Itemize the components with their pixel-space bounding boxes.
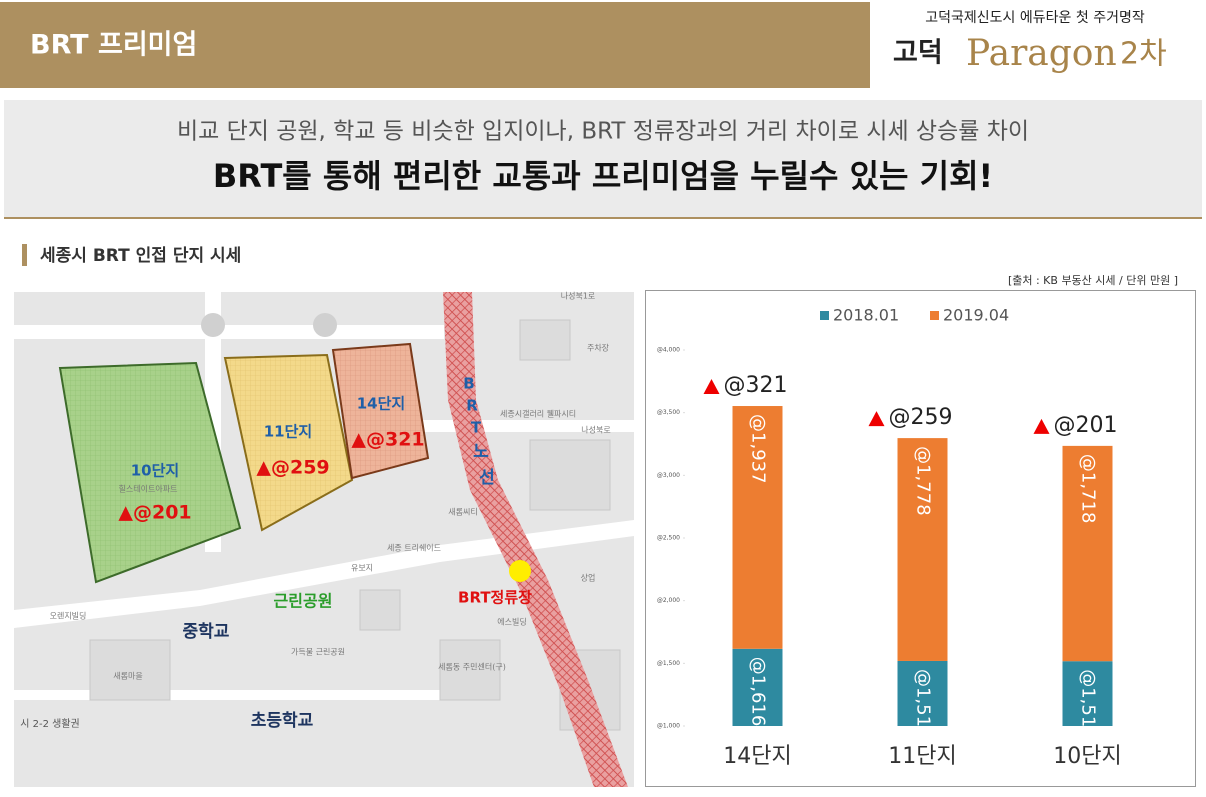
y-tick-label: @1,000: [657, 723, 680, 730]
map-label: ▲@259: [256, 457, 329, 479]
complex-10: [58, 361, 242, 584]
section-title: 세종시 BRT 인접 단지 시세: [40, 246, 241, 266]
section-marker: [22, 244, 27, 266]
up-triangle: [703, 379, 720, 395]
headline-band: [4, 100, 1202, 218]
map-label: 유보지: [351, 564, 373, 573]
logo-tagline: 고덕국제신도시 에듀타운 첫 주거명작: [925, 10, 1145, 26]
block: [529, 439, 611, 511]
y-tick-label: @3,000: [657, 472, 680, 479]
logo-name: 고덕: [893, 38, 943, 69]
annotation: @259: [889, 405, 953, 430]
map-label: 11단지: [264, 423, 312, 441]
map-label: ▲@201: [118, 502, 191, 524]
value-label: @1,778: [913, 446, 934, 516]
map-label: 가득물 근린공원: [291, 647, 345, 657]
value-label: @1,937: [748, 414, 769, 484]
map-label: 세종시갤러리 웰파시티: [500, 409, 576, 419]
x-tick-label: 14단지: [723, 744, 791, 769]
map-label: 시 2-2 생활권: [20, 717, 80, 730]
map-label: 나성북1로: [561, 292, 596, 301]
block: [89, 639, 171, 701]
map-label: T: [471, 419, 482, 437]
up-triangle: [1033, 418, 1050, 434]
brt-route: [443, 292, 628, 787]
map-label: R: [466, 397, 478, 415]
header-bar: [0, 2, 870, 88]
bar-segment: [897, 660, 948, 726]
map-label: 오렌지빌딩: [50, 611, 87, 621]
legend-label: 2018.01: [833, 306, 899, 325]
bar-segment: [732, 406, 783, 649]
up-triangle: [868, 411, 885, 427]
map-label: 새롬씨티: [448, 508, 477, 517]
value-label: @1,718: [1078, 454, 1099, 524]
map-label: 힐스테이트아파트: [119, 484, 178, 494]
header-title: BRT 프리미엄: [30, 30, 197, 61]
map-label: BRT정류장: [458, 589, 532, 607]
x-tick-label: 11단지: [888, 744, 956, 769]
headline-line1: 비교 단지 공원, 학교 등 비슷한 입지이나, BRT 정류장과의 거리 차이…: [177, 119, 1029, 145]
chart: @1,000 @1,500 @2,000 @2,500 @3,000 @3,500 @4,0…: [657, 306, 1122, 770]
roundabout: [313, 313, 337, 337]
map-label: 주차장: [587, 343, 610, 353]
bar-segment: [897, 438, 948, 661]
road: [14, 690, 454, 700]
x-tick-label: 10단지: [1053, 744, 1121, 769]
source-note: [출처 : KB 부동산 시세 / 단위 만원 ]: [1008, 274, 1178, 287]
road: [14, 325, 444, 339]
annotation: @201: [1054, 413, 1118, 438]
map: 10단지 ▲@201 11단지 ▲@259 14단지 ▲@321 B R T 노…: [14, 292, 634, 787]
annotation: @321: [724, 373, 788, 398]
legend-swatch: [820, 311, 829, 320]
brt-stop: [509, 560, 531, 582]
block: [519, 319, 571, 361]
value-label: @1,517: [1078, 669, 1099, 739]
complex-14: [331, 342, 430, 480]
map-label: 선: [479, 468, 495, 488]
map-label: 14단지: [357, 395, 405, 413]
y-tick-label: @4,000: [657, 347, 680, 354]
value-label: @1,519: [913, 669, 934, 739]
legend-swatch: [930, 311, 939, 320]
legend-label: 2019.04: [943, 306, 1009, 325]
map-label: 에스빌딩: [497, 617, 526, 627]
map-label: 10단지: [131, 462, 179, 480]
map-label: 세롬동 주민센터(구): [438, 662, 506, 672]
logo-brand: Paragon: [966, 33, 1117, 74]
value-label: @1,616: [748, 657, 769, 727]
headline-line2: BRT를 통해 편리한 교통과 프리미엄을 누릴수 있는 기회!: [213, 157, 993, 195]
bar-segment: [1062, 445, 1113, 662]
roundabout: [201, 313, 225, 337]
y-tick-label: @2,000: [657, 597, 680, 604]
y-tick-label: @2,500: [657, 535, 680, 542]
logo-suffix: 2차: [1120, 37, 1167, 72]
map-label: 근린공원: [274, 592, 333, 611]
block: [359, 589, 401, 631]
block: [439, 639, 501, 701]
y-tick-label: @3,500: [657, 409, 680, 416]
map-label: 노: [473, 442, 489, 462]
map-label: 상업: [581, 573, 596, 583]
road: [14, 520, 634, 628]
map-label: 새롬마을: [113, 672, 142, 681]
bar-segment: [732, 648, 783, 726]
complex-11: [223, 353, 354, 532]
map-label: B: [463, 375, 474, 393]
map-label: ▲@321: [351, 429, 424, 451]
map-label: 중학교: [183, 622, 230, 642]
map-label: 세종 트리쉐이드: [387, 543, 441, 553]
bar-segment: [1062, 661, 1113, 726]
map-label: 초등학교: [251, 711, 314, 731]
y-tick-label: @1,500: [657, 660, 680, 667]
map-label: 나성북로: [581, 426, 610, 435]
